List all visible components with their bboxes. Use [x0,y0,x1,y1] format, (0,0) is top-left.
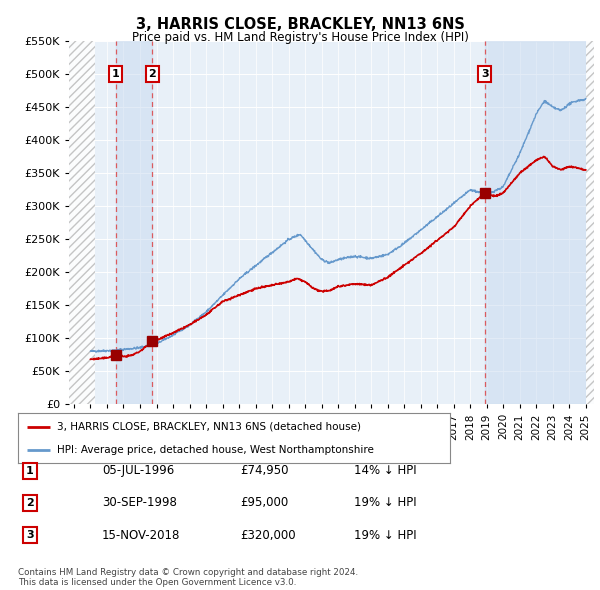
Bar [116,41,152,404]
Text: 2: 2 [26,498,34,507]
Text: £74,950: £74,950 [240,464,289,477]
Text: 14% ↓ HPI: 14% ↓ HPI [354,464,416,477]
Text: 19% ↓ HPI: 19% ↓ HPI [354,496,416,509]
Text: Price paid vs. HM Land Registry's House Price Index (HPI): Price paid vs. HM Land Registry's House … [131,31,469,44]
Bar [586,41,594,404]
Text: 3, HARRIS CLOSE, BRACKLEY, NN13 6NS (detached house): 3, HARRIS CLOSE, BRACKLEY, NN13 6NS (det… [57,421,361,431]
Text: 2: 2 [148,69,156,79]
Bar [485,41,586,404]
Text: 3: 3 [481,69,488,79]
Text: £95,000: £95,000 [240,496,288,509]
Text: 1: 1 [26,466,34,476]
Text: 15-NOV-2018: 15-NOV-2018 [102,529,181,542]
Bar [69,41,95,404]
Text: 3: 3 [26,530,34,540]
Text: 1: 1 [112,69,119,79]
Text: HPI: Average price, detached house, West Northamptonshire: HPI: Average price, detached house, West… [57,445,374,455]
Text: 19% ↓ HPI: 19% ↓ HPI [354,529,416,542]
Text: £320,000: £320,000 [240,529,296,542]
Text: 3, HARRIS CLOSE, BRACKLEY, NN13 6NS: 3, HARRIS CLOSE, BRACKLEY, NN13 6NS [136,17,464,31]
Text: 05-JUL-1996: 05-JUL-1996 [102,464,174,477]
Text: 30-SEP-1998: 30-SEP-1998 [102,496,177,509]
Text: Contains HM Land Registry data © Crown copyright and database right 2024.
This d: Contains HM Land Registry data © Crown c… [18,568,358,587]
